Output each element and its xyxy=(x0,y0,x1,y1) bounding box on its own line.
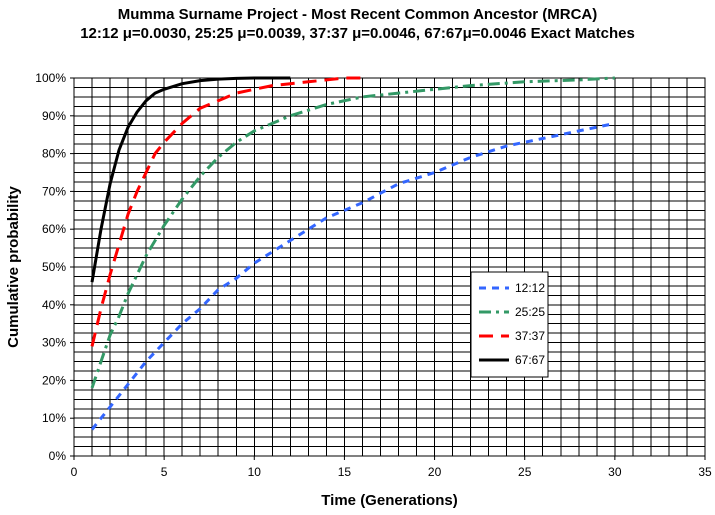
series-line-25-25 xyxy=(90,76,615,389)
y-tick-label: 90% xyxy=(42,109,66,123)
y-tick-label: 100% xyxy=(35,71,66,85)
y-tick-label: 0% xyxy=(49,449,67,463)
grid-lines xyxy=(73,77,706,457)
y-tick-label: 50% xyxy=(42,260,66,274)
chart-subtitle: 12:12 μ=0.0030, 25:25 μ=0.0039, 37:37 μ=… xyxy=(80,25,635,42)
x-tick-label: 35 xyxy=(698,465,712,479)
legend: 12:12 25:25 37:37 67:67 xyxy=(470,271,549,378)
x-tick-label: 15 xyxy=(338,465,352,479)
series-line-37-37 xyxy=(90,76,363,347)
y-tick-label: 20% xyxy=(42,373,66,387)
y-axis-label: Cumulative probability xyxy=(5,186,22,348)
x-tick-label: 30 xyxy=(608,465,622,479)
x-tick-label: 25 xyxy=(518,465,532,479)
y-tick-label: 70% xyxy=(42,184,66,198)
y-tick-label: 60% xyxy=(42,222,66,236)
y-tick-label: 80% xyxy=(42,147,66,161)
y-tick-label: 30% xyxy=(42,336,66,350)
axis-ticks: 0 5 10 15 20 25 30 35 0% 10% 20% 30% 40% 50% 60% 70% 80%… xyxy=(35,71,712,479)
x-tick-label: 20 xyxy=(428,465,442,479)
x-tick-label: 5 xyxy=(161,465,168,479)
x-tick-label: 0 xyxy=(71,465,78,479)
y-tick-label: 40% xyxy=(42,298,66,312)
legend-label: 25:25 xyxy=(515,305,545,319)
legend-label: 67:67 xyxy=(515,353,545,367)
chart-title: Mumma Surname Project - Most Recent Comm… xyxy=(117,6,598,23)
x-axis-label: Time (Generations) xyxy=(321,492,457,509)
series-line-12-12 xyxy=(90,121,616,431)
legend-label: 12:12 xyxy=(515,281,545,295)
legend-label: 37:37 xyxy=(515,329,545,343)
y-tick-label: 10% xyxy=(42,411,66,425)
x-tick-label: 10 xyxy=(248,465,262,479)
series-lines xyxy=(90,76,616,431)
series-line-67-67 xyxy=(90,76,291,283)
